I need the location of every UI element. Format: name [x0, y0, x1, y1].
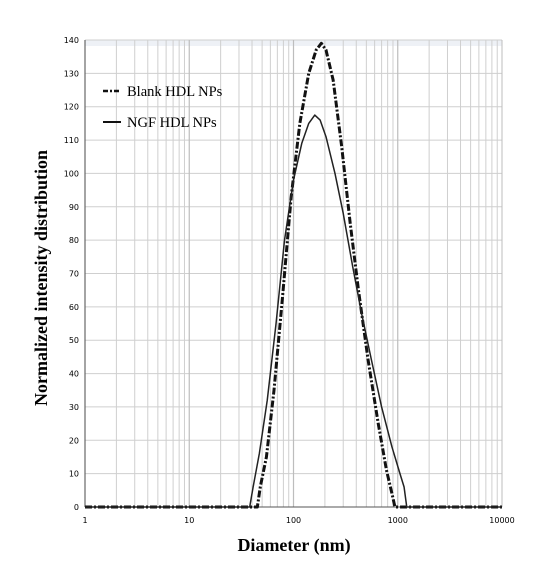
- y-tick-label: 70: [69, 270, 79, 279]
- y-tick-label: 40: [69, 370, 79, 379]
- x-tick-label: 1: [82, 516, 87, 525]
- y-tick-label: 100: [64, 169, 79, 178]
- series-line-ngf: [85, 114, 502, 508]
- y-tick-label: 50: [69, 336, 79, 345]
- y-tick-label: 20: [69, 436, 79, 445]
- x-tick-label: 100: [286, 516, 301, 525]
- legend-label-blank: Blank HDL NPs: [127, 84, 223, 100]
- series-line-blank: [85, 41, 502, 509]
- legend: Blank HDL NPs NGF HDL NPs: [103, 84, 223, 131]
- x-tick-label: 10: [184, 516, 194, 525]
- y-tick-label: 10: [69, 470, 79, 479]
- series-lines: [85, 41, 502, 509]
- y-tick-label: 110: [64, 136, 79, 145]
- y-tick-label: 130: [64, 69, 79, 78]
- x-tick-label: 1000: [388, 516, 408, 525]
- y-tick-label: 60: [69, 303, 79, 312]
- y-tick-label: 120: [64, 103, 79, 112]
- y-tick-label: 90: [69, 203, 79, 212]
- x-tick-label: 10000: [489, 516, 514, 525]
- y-tick-label: 0: [74, 503, 79, 512]
- y-tick-label: 30: [69, 403, 79, 412]
- y-tick-label: 140: [64, 36, 79, 45]
- y-tick-label: 80: [69, 236, 79, 245]
- y-axis-title: Normalized intensity distribution: [31, 150, 51, 406]
- legend-label-ngf: NGF HDL NPs: [127, 115, 217, 131]
- x-axis-title: Diameter (nm): [237, 535, 350, 556]
